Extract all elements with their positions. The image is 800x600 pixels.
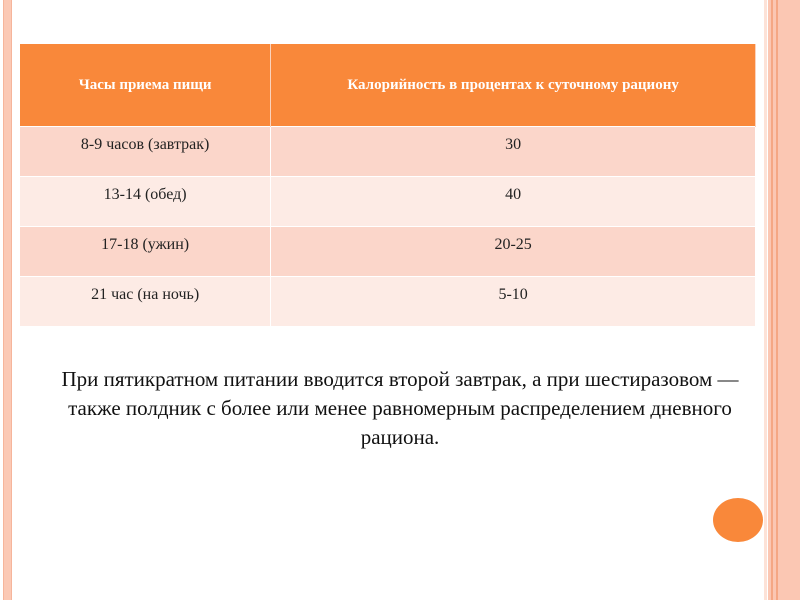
left-decorative-stripe — [3, 0, 12, 600]
table-row: 21 час (на ночь) 5-10 — [20, 276, 756, 326]
table-row: 17-18 (ужин) 20-25 — [20, 226, 756, 277]
cell-time: 13-14 (обед) — [20, 176, 272, 227]
cell-percent: 30 — [270, 126, 756, 177]
cell-percent: 20-25 — [270, 226, 756, 277]
header-calorie-percent: Калорийность в процентах к суточному рац… — [270, 44, 756, 127]
cell-time: 21 час (на ночь) — [20, 276, 272, 326]
decorative-circle — [713, 498, 763, 542]
right-decorative-band — [768, 0, 800, 600]
meal-calorie-table: Часы приема пищи Калорийность в процента… — [20, 44, 756, 326]
header-meal-hours: Часы приема пищи — [20, 44, 272, 127]
right-decorative-line — [776, 0, 778, 600]
right-decorative-line — [771, 0, 773, 600]
table-row: 8-9 часов (завтрак) 30 — [20, 126, 756, 177]
body-paragraph: При пятикратном питании вводится второй … — [61, 367, 739, 449]
cell-time: 17-18 (ужин) — [20, 226, 272, 277]
cell-percent: 40 — [270, 176, 756, 227]
cell-percent: 5-10 — [270, 276, 756, 326]
cell-time: 8-9 часов (завтрак) — [20, 126, 272, 177]
table-header-row: Часы приема пищи Калорийность в процента… — [20, 44, 756, 127]
right-decorative-line — [764, 0, 767, 600]
table-row: 13-14 (обед) 40 — [20, 176, 756, 227]
